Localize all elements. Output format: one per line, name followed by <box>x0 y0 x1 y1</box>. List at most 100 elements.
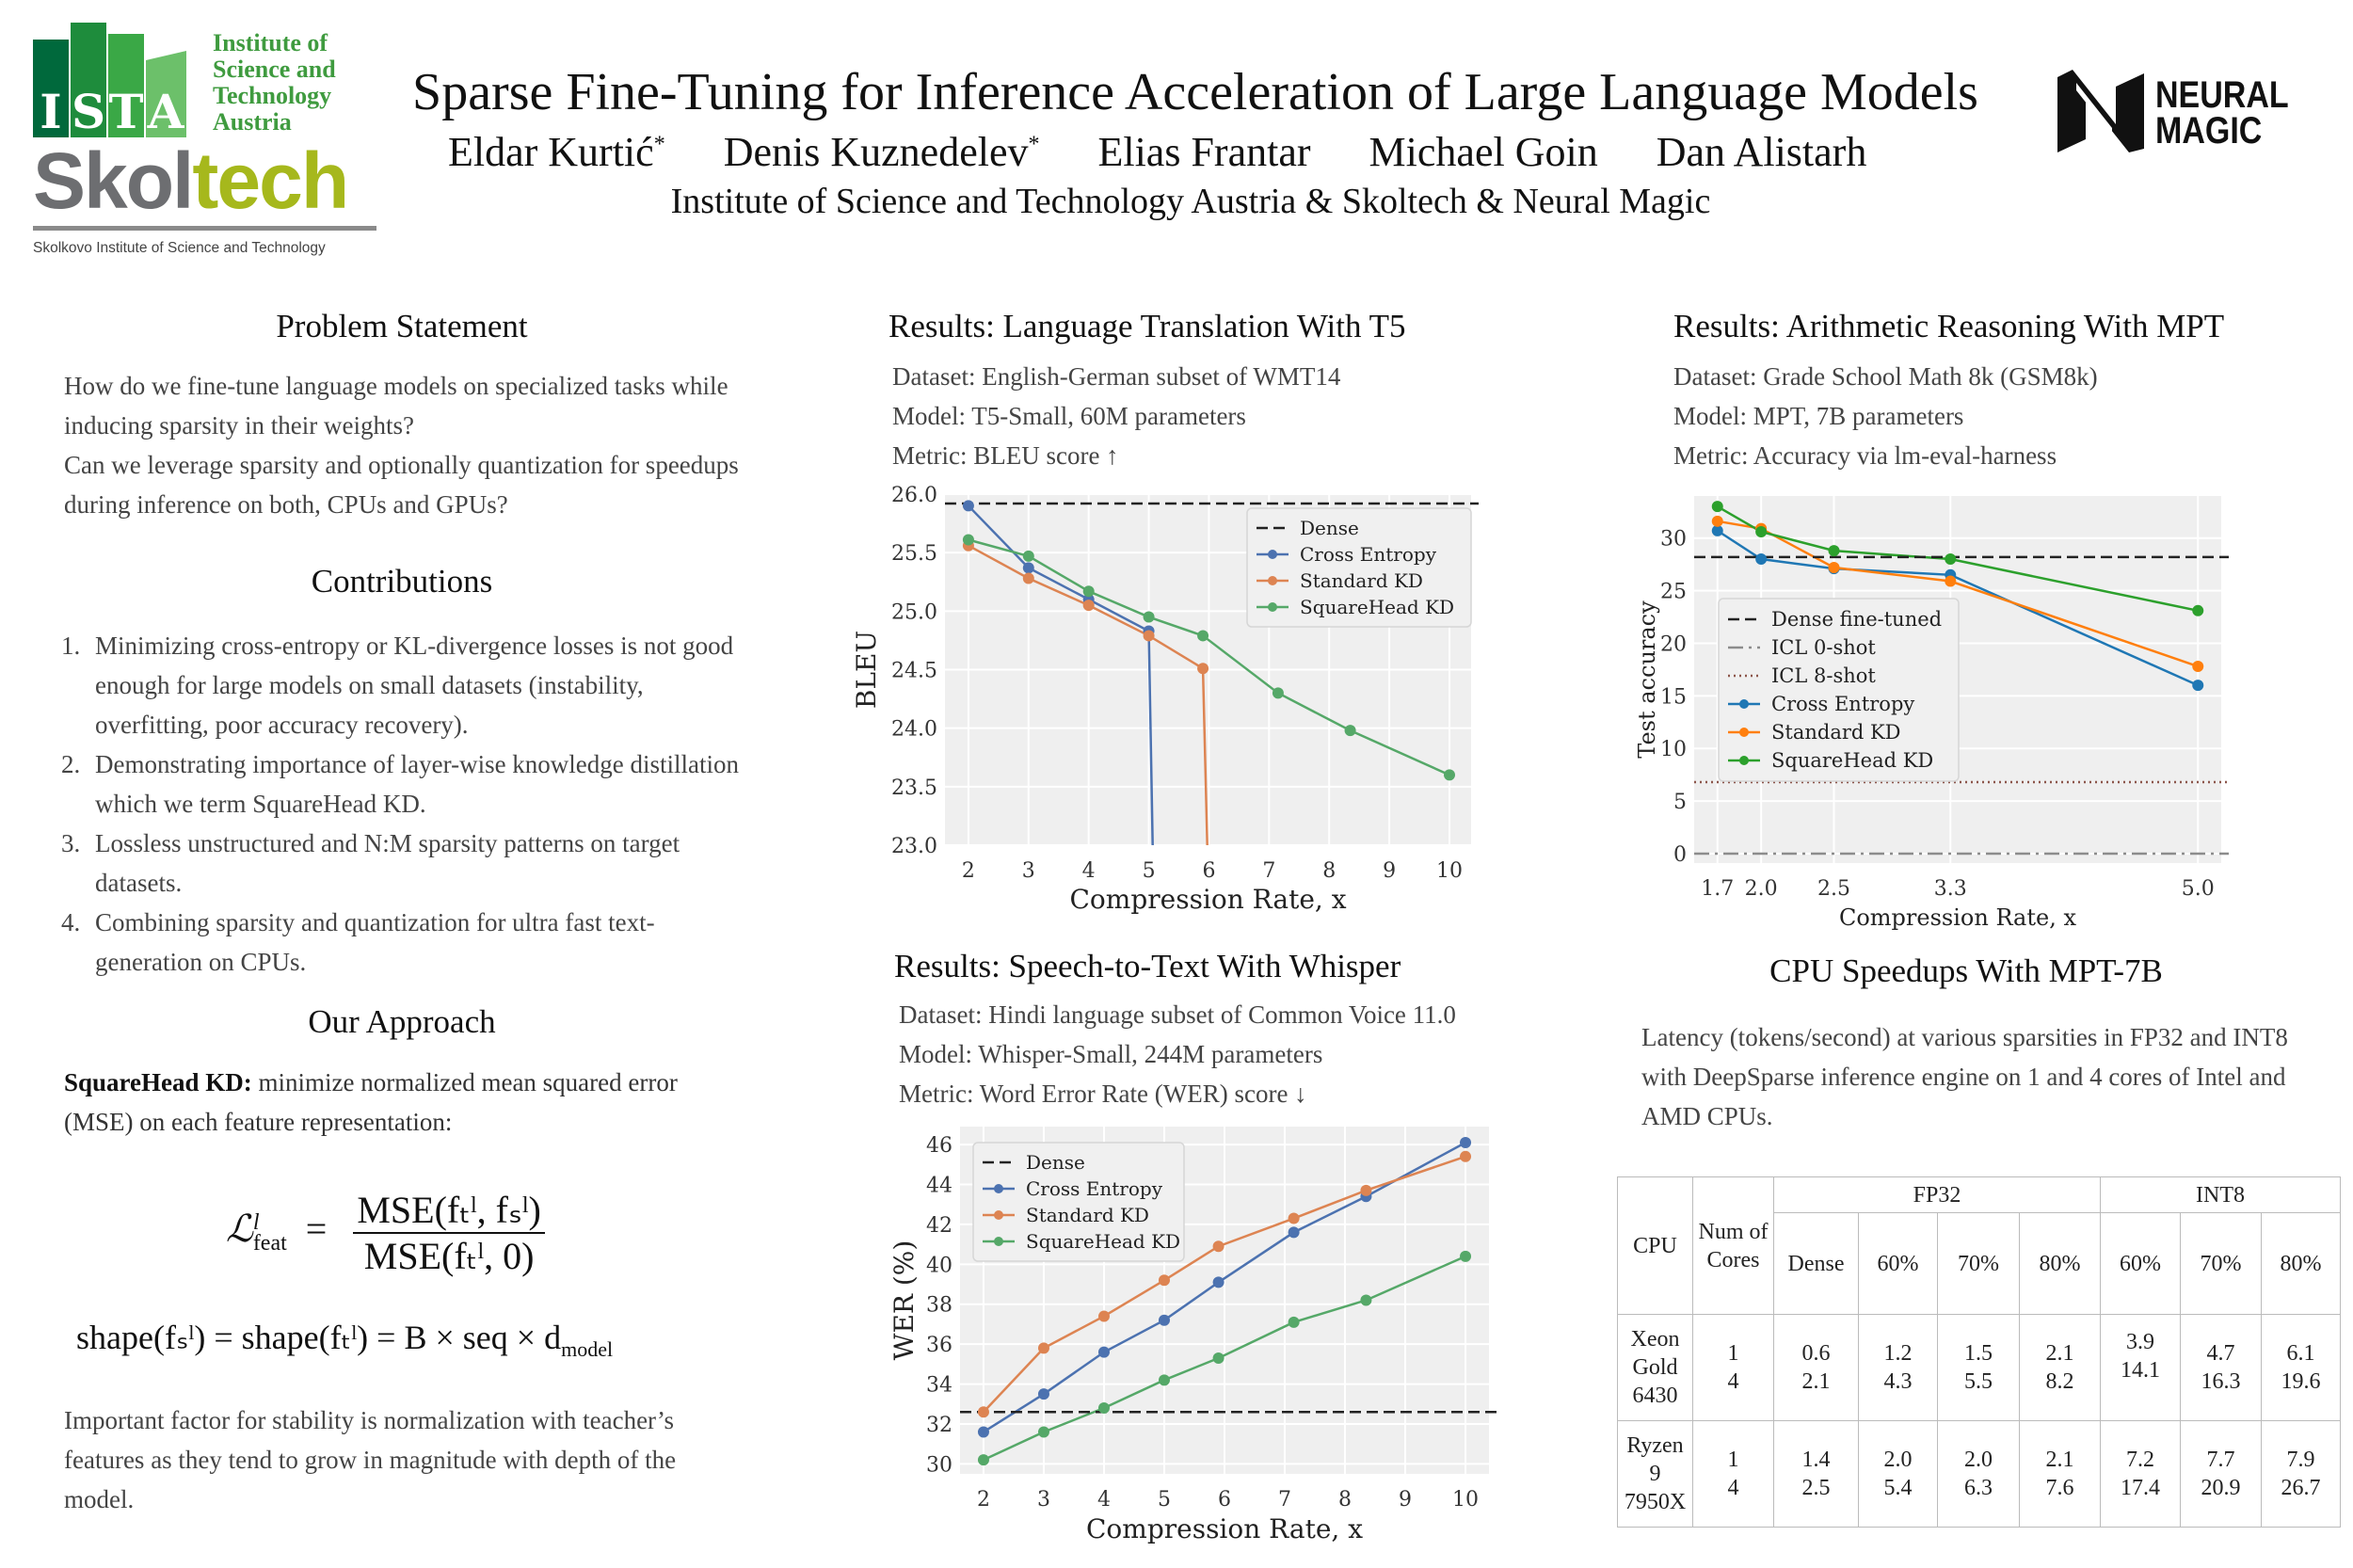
x-tick-label: 2 <box>977 1488 990 1512</box>
x-tick-label: 9 <box>1383 859 1396 883</box>
neural-magic-logo: NEURAL MAGIC <box>2057 70 2302 154</box>
legend-label: SquareHead KD <box>1026 1230 1180 1253</box>
author-name: Eldar Kurtić <box>448 129 654 175</box>
y-tick-label: 20 <box>1660 632 1687 656</box>
x-tick-label: 2 <box>962 859 975 883</box>
skoltech-tagline: Skolkovo Institute of Science and Techno… <box>33 240 326 256</box>
x-tick-label: 2.0 <box>1745 877 1778 901</box>
x-tick-label: 5 <box>1143 859 1156 883</box>
data-point <box>1711 524 1723 536</box>
y-tick-label: 24.0 <box>891 718 937 742</box>
data-point <box>1037 1388 1049 1400</box>
cell-value: 4.7 16.3 <box>2180 1314 2263 1421</box>
squarehead-label: SquareHead KD: <box>64 1068 252 1096</box>
data-point <box>1272 687 1284 699</box>
data-point <box>1037 1426 1049 1438</box>
x-tick-label: 8 <box>1322 859 1336 883</box>
whisper-details: Dataset: Hindi language subset of Common… <box>899 995 1456 1113</box>
x-tick-label: 10 <box>1436 859 1463 883</box>
x-tick-label: 6 <box>1218 1488 1231 1512</box>
header-cores: Num of Cores <box>1692 1176 1774 1315</box>
whisper-model: Model: Whisper-Small, 244M parameters <box>899 1040 1323 1068</box>
author-name: Dan Alistarh <box>1656 129 1867 175</box>
legend-box <box>972 1142 1185 1262</box>
y-tick-label: 36 <box>926 1334 952 1357</box>
cpu-description: Latency (tokens/second) at various spars… <box>1641 1023 2288 1130</box>
y-tick-label: 40 <box>926 1254 952 1277</box>
cell-value: 7.7 20.9 <box>2180 1420 2263 1528</box>
x-tick-label: 3 <box>1037 1488 1050 1512</box>
cell-value: 0.6 2.1 <box>1773 1314 1859 1421</box>
problem-heading: Problem Statement <box>276 308 528 344</box>
legend-marker <box>1268 550 1277 559</box>
y-tick-label: 5 <box>1673 791 1687 814</box>
y-tick-label: 30 <box>926 1453 952 1477</box>
data-point <box>1755 525 1768 537</box>
item-number: 1. <box>61 632 81 660</box>
table-row: Xeon Gold 6430 1 4 0.6 2.1 1.2 4.3 1.5 5… <box>1617 1314 2342 1421</box>
x-axis-label: Compression Rate, x <box>1086 1513 1363 1544</box>
data-point <box>1197 630 1209 642</box>
data-point <box>1460 1150 1472 1162</box>
data-point <box>2192 661 2204 673</box>
y-tick-label: 30 <box>1660 528 1687 552</box>
x-tick-label: 2.5 <box>1817 877 1850 901</box>
whisper-dataset: Dataset: Hindi language subset of Common… <box>899 1000 1456 1029</box>
y-tick-label: 25.0 <box>891 600 937 624</box>
shape-formula: shape(fₛˡ) = shape(fₜˡ) = B × seq × dmod… <box>76 1318 613 1362</box>
cell-value: 2.1 8.2 <box>2018 1314 2102 1421</box>
data-point <box>1344 725 1356 737</box>
header-fp32: FP32 <box>1772 1176 2102 1213</box>
mpt-dataset: Dataset: Grade School Math 8k (GSM8k) <box>1673 362 2098 391</box>
data-point <box>1460 1250 1472 1262</box>
cell-value: 2.0 5.4 <box>1858 1420 1938 1528</box>
y-axis-label: WER (%) <box>888 1240 920 1361</box>
data-point <box>1212 1352 1225 1364</box>
cpu-speedup-table: CPU Num of Cores FP32 INT8 Dense 60% 70%… <box>1617 1176 2342 1528</box>
y-axis-label: Test accuracy <box>1634 600 1660 759</box>
series-line <box>983 1141 1466 1433</box>
data-point <box>1711 515 1723 527</box>
y-tick-label: 46 <box>926 1134 952 1158</box>
data-point <box>1097 1346 1110 1358</box>
mpt-details: Dataset: Grade School Math 8k (GSM8k) Mo… <box>1673 357 2098 475</box>
x-tick-label: 3.3 <box>1934 877 1967 901</box>
contributions-list: 1. Minimizing cross-entropy or KL-diverge… <box>61 626 748 982</box>
author-name: Michael Goin <box>1369 129 1598 175</box>
legend-label: Dense fine-tuned <box>1771 608 1942 631</box>
item-number: 3. <box>61 829 81 857</box>
approach-closing: Important factor for stability is normal… <box>64 1406 677 1513</box>
author: Michael Goin <box>1369 128 1598 176</box>
legend-box <box>1718 598 1960 782</box>
legend-marker <box>994 1184 1003 1193</box>
data-point <box>1288 1212 1300 1224</box>
data-point <box>1082 585 1095 598</box>
y-tick-label: 10 <box>1660 738 1687 761</box>
equal-contribution-mark: * <box>1028 132 1040 157</box>
data-point <box>1828 561 1840 573</box>
ista-text-line: Institute of <box>213 29 328 56</box>
cell-value: 3.9 14.1 <box>2100 1314 2182 1421</box>
data-point <box>1158 1314 1170 1326</box>
legend-label: ICL 0-shot <box>1771 636 1876 659</box>
data-point <box>1828 545 1840 557</box>
ista-logo: I S T A Institute of Science and Technol… <box>33 23 362 139</box>
approach-lead: SquareHead KD: minimize normalized mean … <box>64 1063 751 1142</box>
author: Denis Kuznedelev* <box>724 128 1040 176</box>
x-tick-label: 4 <box>1097 1488 1111 1512</box>
x-axis-label: Compression Rate, x <box>1839 904 2076 931</box>
skoltech-logo-part2: tech <box>192 136 349 225</box>
x-tick-label: 6 <box>1202 859 1215 883</box>
item-text: Combining sparsity and quantization for … <box>95 908 655 976</box>
skoltech-logo-part1: Skol <box>33 136 194 225</box>
y-tick-label: 26.0 <box>891 484 937 507</box>
legend-label: Standard KD <box>1300 569 1423 592</box>
x-tick-label: 8 <box>1338 1488 1352 1512</box>
equal-contribution-mark: * <box>653 132 665 157</box>
x-tick-label: 4 <box>1082 859 1096 883</box>
cpu-heading: CPU Speedups With MPT-7B <box>1769 952 2163 989</box>
data-point <box>977 1406 989 1418</box>
series-line <box>968 544 1209 845</box>
contribution-item: 2. Demonstrating importance of layer-wise… <box>61 744 748 824</box>
